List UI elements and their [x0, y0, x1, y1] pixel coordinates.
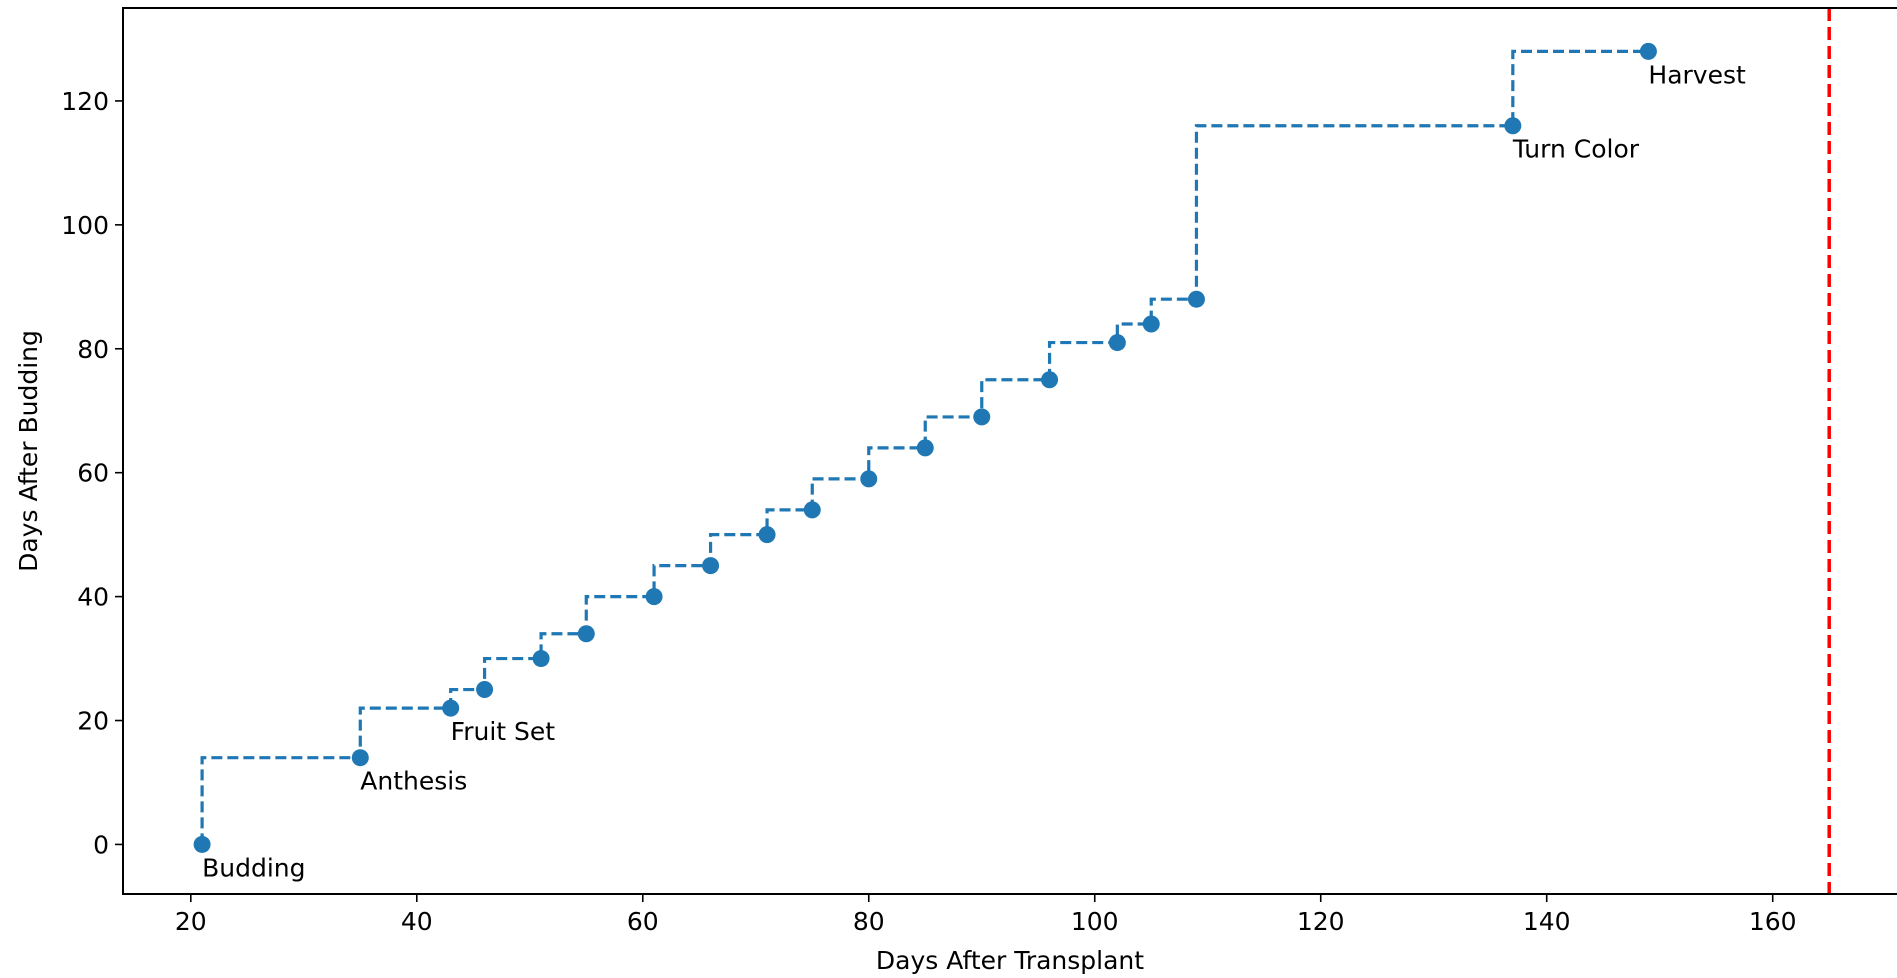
data-point — [351, 749, 369, 767]
data-point — [577, 625, 595, 643]
x-tick-label: 120 — [1297, 907, 1345, 936]
y-tick-label: 100 — [61, 211, 109, 240]
plot-frame — [122, 7, 1897, 895]
data-point — [645, 588, 663, 606]
data-point — [1108, 334, 1126, 352]
y-tick-label: 40 — [77, 583, 109, 612]
data-point — [1504, 117, 1522, 135]
x-tick-label: 140 — [1523, 907, 1571, 936]
data-point — [916, 439, 934, 457]
data-point — [973, 408, 991, 426]
annotation-label: Budding — [202, 853, 305, 882]
data-point — [803, 501, 821, 519]
annotation-label: Turn Color — [1512, 135, 1640, 164]
annotation-label: Harvest — [1648, 60, 1746, 89]
annotation-label: Fruit Set — [451, 717, 556, 746]
x-axis-label: Days After Transplant — [876, 946, 1144, 975]
y-tick-label: 120 — [61, 87, 109, 116]
x-tick-label: 100 — [1071, 907, 1119, 936]
data-point — [476, 681, 494, 699]
y-tick-label: 0 — [93, 830, 109, 859]
data-point — [860, 470, 878, 488]
x-tick-label: 60 — [627, 907, 659, 936]
data-point — [1041, 371, 1059, 389]
x-tick-label: 160 — [1749, 907, 1797, 936]
data-point — [702, 557, 720, 575]
data-point — [442, 699, 460, 717]
data-point — [1187, 290, 1205, 308]
y-tick-label: 60 — [77, 459, 109, 488]
data-point — [1142, 315, 1160, 333]
plot-layer: 20 40 60 80 100 120 140 160 0 20 40 60 80 100 120 Buddi… — [61, 8, 1831, 936]
x-tick-label: 80 — [853, 907, 885, 936]
x-tick-label: 40 — [401, 907, 433, 936]
data-point — [193, 835, 211, 853]
annotation-label: Anthesis — [360, 767, 467, 796]
y-tick-label: 20 — [77, 707, 109, 736]
data-point — [1639, 42, 1657, 60]
data-point — [758, 526, 776, 544]
x-tick-label: 20 — [175, 907, 207, 936]
y-axis-label: Days After Budding — [14, 330, 43, 572]
y-tick-label: 80 — [77, 335, 109, 364]
data-point — [532, 650, 550, 668]
